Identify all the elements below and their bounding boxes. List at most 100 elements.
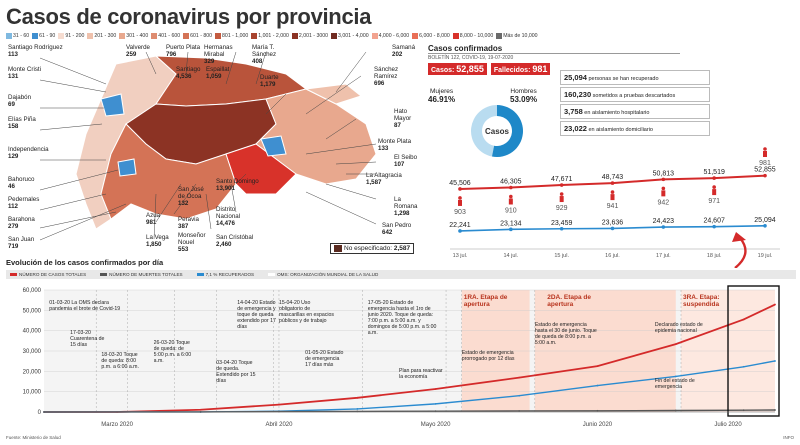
evolution-deaths-point: [518, 410, 521, 412]
event-annotation-text: 26-03-20 Toque de queda: de 5:00 p.m. a …: [153, 340, 192, 364]
death-person-icon: [610, 194, 615, 201]
range-swatch: [119, 33, 126, 39]
event-annotation-text: Plan para reactivar la economía: [399, 368, 443, 380]
range-swatch: [32, 33, 39, 39]
range-legend-item: 201 - 300: [87, 31, 116, 41]
evolution-cases-point: [774, 303, 776, 306]
evolution-recovered-point: [356, 408, 359, 410]
range-swatch: [58, 33, 65, 39]
evolution-recovered-point: [774, 360, 776, 362]
top-recovered-label: 25,094: [754, 217, 776, 224]
phase-label: 3RA. Etapa: suspendida: [683, 294, 719, 308]
stat-value: 23,022: [564, 124, 587, 133]
range-label: 2,001 - 3000: [298, 33, 329, 39]
range-label: 31 - 60: [13, 33, 30, 39]
death-person-icon: [763, 151, 767, 157]
range-label: 6,000 - 8,000: [419, 33, 450, 39]
phase-label-text: 1RA. Etapa de apertura: [463, 294, 508, 308]
range-legend-item: 601 - 800: [183, 31, 212, 41]
top-deaths-label: 981: [759, 160, 771, 167]
evolution-month-label: Julio 2020: [714, 422, 742, 428]
evolution-recovered-point: [596, 384, 599, 387]
death-person-head: [661, 186, 666, 191]
top-x-tick-label: 13 jul.: [453, 253, 468, 259]
top-x-tick-label: 17 jul.: [656, 253, 671, 259]
cases-panel-subtitle: BOLETÍN 122, COVID-19, 19-07-2020: [428, 55, 514, 61]
stat-text: personas se han recuperado: [586, 76, 659, 82]
range-label: 401 - 600: [158, 33, 181, 39]
event-annotation: 17-05-20 Estado de emergencia hasta el 1…: [367, 300, 437, 336]
province-monsenor-nouel: Monseñor Nouel 553: [178, 232, 206, 253]
top-cases-point: [712, 176, 716, 180]
range-legend-item: 31 - 60: [6, 31, 29, 41]
range-swatch: [452, 33, 459, 39]
event-annotation: 01-03-20 La OMS declara pandemia el brot…: [49, 300, 121, 312]
highlight-box: [727, 285, 780, 417]
evolution-legend-item: NÚMERO DE CASOS TOTALES: [10, 272, 86, 277]
event-annotation-text: 17-05-20 Estado de emergencia hasta el 1…: [367, 300, 437, 336]
province-distrito-nacional: Distrito Nacional 14,476: [216, 206, 241, 227]
range-swatch: [412, 33, 419, 39]
top-x-tick-label: 14 jul.: [503, 253, 518, 259]
death-person-head: [712, 185, 716, 189]
province-independencia: Independencia 129: [8, 146, 49, 160]
range-legend-item: 3,001 - 4,000: [331, 31, 369, 41]
top-deaths-label: 910: [505, 208, 517, 215]
evolution-y-tick-label: 60,000: [23, 288, 42, 294]
top-x-tick-label: 15 jul.: [554, 253, 569, 259]
range-legend-item: 801 - 1,000: [215, 31, 248, 41]
event-annotation-text: 03-04-20 Toque de queda. Extendido por 1…: [216, 360, 256, 384]
recent-days-chart: 45,506 46,305 47,671 48,743 50,813 51,519 52,8…: [449, 147, 780, 268]
map-south-region: [100, 123, 237, 220]
top-deaths-label: 929: [556, 205, 568, 212]
top-deaths-label: 941: [607, 203, 619, 210]
province-monte-cristi: Monte Cristi 131: [8, 66, 42, 80]
evolution-deaths-point: [434, 410, 437, 413]
event-annotation: Fin del estado de emergencia: [655, 378, 695, 390]
range-label: 301 - 400: [126, 33, 149, 39]
top-recovered-label: 24,607: [703, 218, 725, 225]
deaths-badge: Fallecidos: 981: [490, 63, 551, 75]
province-espaillat: Espaillat 1,059: [206, 66, 230, 80]
event-annotation-text: 01-03-20 La OMS declara pandemia el brot…: [49, 300, 121, 312]
top-cases-point: [458, 187, 462, 191]
top-x-tick-label: 19 jul.: [758, 253, 773, 259]
stat-value: 25,094: [564, 73, 587, 82]
evolution-legend-label: NÚMERO DE CASOS TOTALES: [19, 272, 87, 277]
top-recovered-label: 23,459: [551, 220, 573, 227]
map-dajabon: [100, 93, 125, 117]
event-annotation: 14-04-20 Estado de emergencia y toque de…: [237, 300, 276, 330]
evolution-month-label: Marzo 2020: [101, 422, 133, 428]
evolution-recovered-point: [742, 365, 745, 368]
province-duarte: Duarte 1,179: [260, 74, 279, 88]
province-san-juan: San Juan 719: [8, 236, 35, 250]
event-annotation-text: Declarado estado de epidemia nacional: [654, 322, 703, 334]
evolution-legend-label: 7,1 % RECUPERADOS: [205, 272, 255, 277]
evolution-deaths-point: [774, 409, 776, 411]
event-annotation: 01-05-20 Estado de emergencia 17 días má…: [305, 350, 343, 368]
stat-text: en aislamiento hospitalario: [582, 110, 650, 116]
death-person-icon: [712, 189, 717, 196]
event-annotation: 15-04-20 Uso obligatorio de mascarillas …: [278, 300, 335, 324]
evolution-cases-point: [518, 376, 521, 379]
event-annotation-text: 15-04-20 Uso obligatorio de mascarillas …: [278, 300, 335, 324]
top-deaths-label: 971: [708, 198, 720, 205]
province-peravia: Peravia 387: [178, 216, 199, 230]
event-annotation-text: 17-03-20 Cuarentena de 15 días: [70, 330, 105, 348]
range-swatch: [251, 33, 258, 39]
callout-arrow: [734, 237, 747, 268]
top-cases-label: 52,855: [754, 167, 776, 174]
donut-center-label: Casos: [485, 127, 510, 136]
evolution-y-tick-label: 20,000: [23, 369, 42, 375]
evolution-legend: NÚMERO DE CASOS TOTALES NÚMERO DE MUERTES…: [6, 270, 796, 279]
donut-slice-hombres: [491, 105, 523, 157]
top-cases-label: 45,506: [449, 180, 471, 187]
evolution-deaths-point: [596, 409, 599, 412]
map-bahoruco: [117, 158, 137, 177]
range-swatch: [291, 33, 298, 39]
death-person-head: [610, 190, 615, 194]
range-swatch: [87, 33, 94, 39]
range-label: 1,001 - 2,000: [258, 33, 289, 39]
range-label: 201 - 300: [94, 33, 117, 39]
event-annotation: Plan para reactivar la economía: [399, 368, 443, 380]
